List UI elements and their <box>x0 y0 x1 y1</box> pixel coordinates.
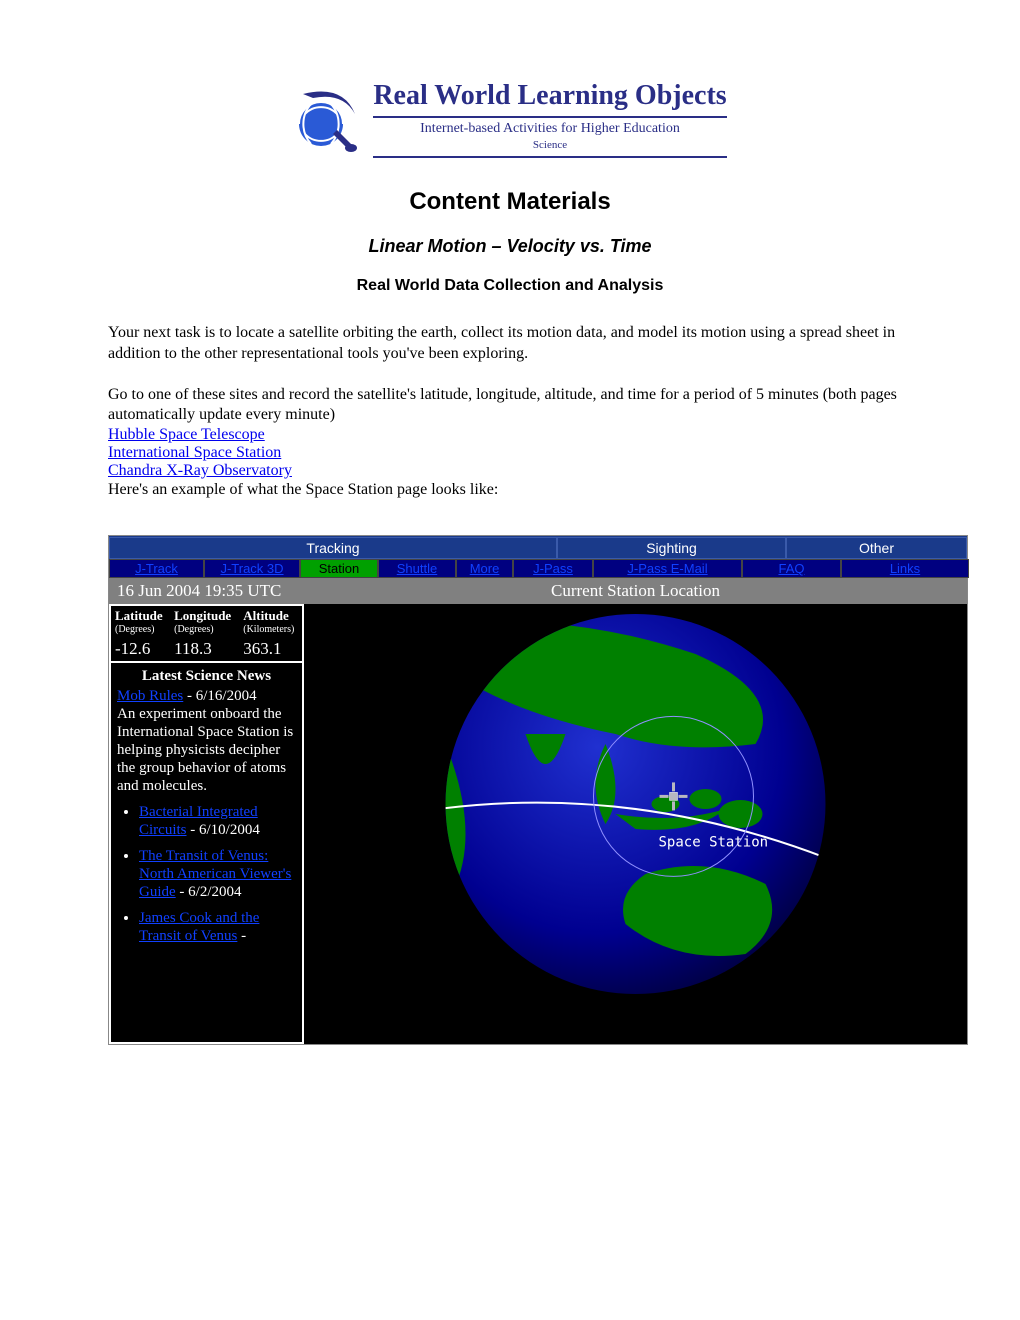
news-item: Bacterial Integrated Circuits - 6/10/200… <box>139 803 296 839</box>
tab-other[interactable]: Other <box>786 537 967 559</box>
link-iss[interactable]: International Space Station <box>108 444 912 462</box>
tracker-body: Latitude Longitude Altitude (Degrees) (D… <box>109 604 967 1044</box>
news-item-date: - 6/2/2004 <box>176 884 242 900</box>
banner-subtitle-text: Internet-based Activities for Higher Edu… <box>420 121 680 136</box>
tracker-tab-row-2: J-TrackJ-Track 3DStationShuttleMoreJ-Pas… <box>109 559 967 578</box>
svg-text:Space Station: Space Station <box>659 834 769 850</box>
tracker-location-label: Current Station Location <box>304 578 967 604</box>
news-title: Latest Science News <box>117 667 296 685</box>
unit-lat: (Degrees) <box>111 624 170 637</box>
instructions-text: Go to one of these sites and record the … <box>108 386 897 424</box>
news-item: The Transit of Venus: North American Vie… <box>139 847 296 901</box>
example-caption: Here's an example of what the Space Stat… <box>108 480 912 501</box>
tab-tracking[interactable]: Tracking <box>109 537 557 559</box>
subtab-more[interactable]: More <box>456 559 513 578</box>
tracker-sidebar: Latitude Longitude Altitude (Degrees) (D… <box>109 604 304 1044</box>
news-list: Bacterial Integrated Circuits - 6/10/200… <box>139 803 296 945</box>
unit-lon: (Degrees) <box>170 624 239 637</box>
val-lon: 118.3 <box>170 637 239 661</box>
intro-paragraph: Your next task is to locate a satellite … <box>108 323 912 365</box>
banner-subtitle: Internet-based Activities for Higher Edu… <box>373 116 726 158</box>
subtab-j-track[interactable]: J-Track <box>109 559 204 578</box>
banner-logo <box>293 84 363 154</box>
link-hubble[interactable]: Hubble Space Telescope <box>108 426 912 444</box>
page-title: Content Materials <box>108 188 912 216</box>
banner-title: Real World Learning Objects <box>373 80 726 112</box>
coords-table: Latitude Longitude Altitude (Degrees) (D… <box>111 606 302 661</box>
banner-tag: Science <box>527 139 573 151</box>
tracker-panel: Tracking Sighting Other J-TrackJ-Track 3… <box>108 535 968 1045</box>
unit-alt: (Kilometers) <box>239 624 302 637</box>
globe-canvas: Space Station <box>304 604 967 1044</box>
subtab-shuttle[interactable]: Shuttle <box>378 559 456 578</box>
th-lat: Latitude <box>111 606 170 624</box>
subtab-j-pass[interactable]: J-Pass <box>513 559 593 578</box>
section-heading: Real World Data Collection and Analysis <box>108 277 912 295</box>
instructions-paragraph: Go to one of these sites and record the … <box>108 385 912 427</box>
subtab-faq[interactable]: FAQ <box>742 559 841 578</box>
news-lead: Mob Rules - 6/16/2004 An experiment onbo… <box>117 687 296 795</box>
subtab-links[interactable]: Links <box>841 559 969 578</box>
tracker-timestamp: 16 Jun 2004 19:35 UTC <box>109 578 304 604</box>
banner-text-block: Real World Learning Objects Internet-bas… <box>373 80 726 158</box>
tracker-tab-row-1: Tracking Sighting Other <box>109 536 967 559</box>
val-alt: 363.1 <box>239 637 302 661</box>
news-lead-date: - 6/16/2004 <box>183 688 256 704</box>
satellite-links: Hubble Space Telescope International Spa… <box>108 426 912 480</box>
th-alt: Altitude <box>239 606 302 624</box>
th-lon: Longitude <box>170 606 239 624</box>
news-block: Latest Science News Mob Rules - 6/16/200… <box>111 661 302 957</box>
tracker-info-row: 16 Jun 2004 19:35 UTC Current Station Lo… <box>109 578 967 604</box>
news-lead-body: An experiment onboard the International … <box>117 705 296 795</box>
news-item-date: - <box>237 928 246 944</box>
news-item: James Cook and the Transit of Venus - <box>139 909 296 945</box>
news-lead-link[interactable]: Mob Rules <box>117 688 183 704</box>
news-item-date: - 6/10/2004 <box>187 822 260 838</box>
link-chandra[interactable]: Chandra X-Ray Observatory <box>108 462 912 480</box>
subtab-j-track-3d[interactable]: J-Track 3D <box>204 559 300 578</box>
val-lat: -12.6 <box>111 637 170 661</box>
banner: Real World Learning Objects Internet-bas… <box>108 80 912 158</box>
subtab-j-pass-e-mail[interactable]: J-Pass E-Mail <box>593 559 742 578</box>
tab-sighting[interactable]: Sighting <box>557 537 786 559</box>
subtab-station[interactable]: Station <box>300 559 378 578</box>
page-subtitle: Linear Motion – Velocity vs. Time <box>108 236 912 257</box>
